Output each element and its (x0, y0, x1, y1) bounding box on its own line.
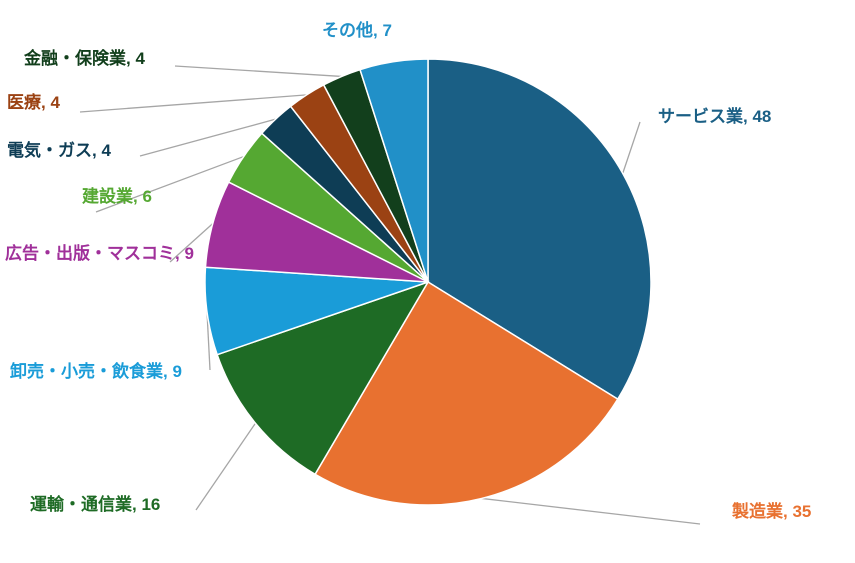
label-category: 金融・保険業 (23, 48, 126, 68)
label-separator: , (743, 107, 752, 126)
label-value: 4 (101, 141, 111, 160)
label-value: 9 (184, 244, 193, 263)
data-label: 電気・ガス, 4 (7, 140, 111, 160)
label-category: その他 (322, 20, 373, 40)
leader-line (174, 65, 342, 78)
label-separator: , (783, 502, 792, 521)
pie-slice (314, 280, 619, 506)
leader-line (95, 155, 244, 213)
data-label: その他, 7 (322, 20, 392, 40)
label-separator: , (175, 244, 184, 263)
label-value: 16 (141, 495, 160, 514)
pie-slice (359, 58, 429, 283)
label-separator: , (126, 49, 135, 68)
data-label: 製造業, 35 (731, 501, 811, 521)
leader-line (481, 497, 701, 525)
label-category: 卸売・小売・飲食業 (10, 361, 163, 381)
data-label: 卸売・小売・飲食業, 9 (10, 361, 182, 381)
leader-line (195, 422, 256, 511)
leader-lines (79, 65, 701, 525)
label-category: 運輸・通信業 (30, 494, 132, 514)
label-category: 建設業 (82, 186, 133, 206)
pie-slice (216, 280, 430, 476)
label-separator: , (132, 495, 141, 514)
label-separator: , (373, 21, 382, 40)
label-separator: , (133, 187, 142, 206)
data-label: サービス業, 48 (658, 106, 771, 126)
pie-slice (427, 58, 652, 401)
leader-line (206, 311, 211, 371)
label-separator: , (163, 362, 172, 381)
leader-line (169, 223, 214, 263)
data-label: 金融・保険業, 4 (23, 48, 145, 68)
leader-line (79, 94, 307, 113)
label-value: 48 (752, 107, 771, 126)
label-value: 7 (382, 21, 391, 40)
data-label: 医療, 4 (7, 92, 60, 112)
leader-line (622, 121, 641, 174)
label-category: 製造業 (731, 501, 783, 521)
label-category: サービス業 (658, 106, 743, 126)
leader-line (139, 118, 276, 157)
label-value: 6 (142, 187, 151, 206)
label-separator: , (92, 141, 101, 160)
label-value: 35 (792, 502, 811, 521)
label-value: 9 (172, 362, 181, 381)
label-category: 医療 (7, 92, 42, 112)
data-label: 広告・出版・マスコミ, 9 (5, 243, 194, 263)
label-category: 広告・出版・マスコミ (5, 243, 175, 263)
data-label: 建設業, 6 (82, 186, 152, 206)
label-value: 4 (135, 49, 145, 68)
label-value: 4 (50, 93, 60, 112)
label-category: 電気・ガス (7, 140, 92, 160)
data-label: 運輸・通信業, 16 (30, 494, 160, 514)
label-separator: , (41, 93, 50, 112)
